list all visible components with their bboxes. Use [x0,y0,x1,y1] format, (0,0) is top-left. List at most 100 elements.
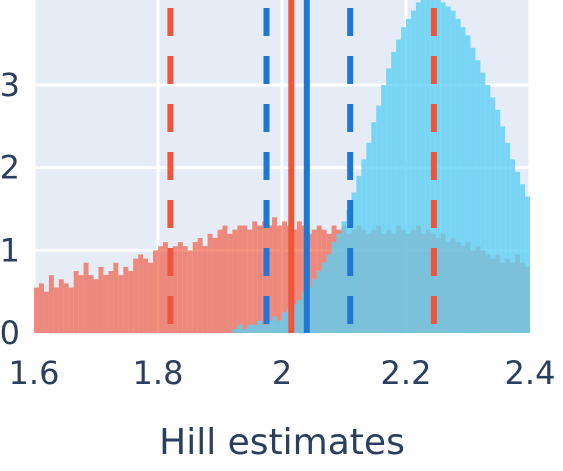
x-axis-title: Hill estimates [159,422,405,463]
histogram-bar [386,68,392,333]
histogram-bar [207,233,213,333]
histogram-bar [128,271,134,333]
histogram-bar [291,304,297,333]
histogram-bar [391,51,397,333]
histogram-bar [167,250,173,333]
histogram-bar [103,275,109,333]
histogram-bar [490,97,496,334]
x-tick-labels: 1.6 1.8 2 2.2 2.4 [9,354,556,392]
y-tick-labels: 0 1 2 3 [0,66,20,352]
x-tick-label: 2 [272,354,292,392]
histogram-bar [351,192,357,333]
histogram-bar [38,283,44,333]
histogram-bar [415,2,421,333]
histogram-bar [480,72,486,333]
histogram-bar [83,262,89,333]
histogram-bar [158,246,163,333]
histogram-bar [331,242,337,333]
histogram-bar [311,279,317,333]
histogram-bar [123,266,129,333]
histogram-bar [277,320,282,333]
histogram-bar [242,225,248,333]
histogram-bar [326,254,332,333]
histogram-bar [227,233,233,333]
histogram-bar [341,221,347,333]
histogram-bar [43,291,49,333]
histogram-bar [232,328,238,333]
histogram-bar [73,271,79,333]
histogram-bar [222,225,228,333]
histogram-bar [242,328,248,333]
histogram-bar [465,35,471,334]
histogram-bar [262,324,268,333]
histogram-bar [321,262,327,333]
histogram-bar [267,320,273,333]
x-tick-label: 2.2 [381,354,432,392]
histogram-bar [420,0,426,333]
histogram-bar [88,275,94,333]
histogram-bar [162,242,168,333]
histogram-bar [396,39,402,334]
histogram-bar [172,246,178,333]
histogram-bar [48,275,54,333]
histogram-bar [475,60,481,333]
y-tick-label: 1 [0,231,20,269]
histogram-bars [34,0,530,334]
y-tick-label: 2 [0,149,20,187]
histogram-bar [401,27,406,334]
y-tick-label: 0 [0,314,20,352]
histogram-bar [515,171,521,333]
histogram-bar [153,250,158,333]
x-tick-label: 1.8 [133,354,184,392]
histogram-bar [460,27,466,334]
histogram-bar [182,246,188,333]
histogram-bar [425,0,431,333]
histogram-bar [336,233,342,333]
histogram-bar [232,229,238,333]
histogram-bar [520,184,526,333]
histogram-bar [34,287,39,333]
histogram-bar [296,221,302,333]
histogram-bar [376,105,382,334]
histogram-bar [455,18,461,333]
histogram-bar [277,225,282,333]
histogram-bar [495,109,501,333]
histogram-bar [68,287,74,333]
histogram-bar [267,225,273,333]
histogram-bar [143,258,149,333]
histogram-bar [202,246,208,333]
histogram-bar [366,142,372,333]
histogram-bar [118,275,124,333]
histogram-bar [113,262,119,333]
histogram-bar [485,85,491,333]
histogram-bar [282,221,287,333]
histogram-bar [272,316,278,333]
histogram-bar [445,6,451,333]
histogram-bar [525,196,530,333]
histogram-bar [212,237,218,333]
histogram-bar [58,279,64,333]
histogram-bar [98,266,104,333]
x-tick-label: 1.6 [9,354,60,392]
histogram-bar [282,312,287,333]
histogram-bar [410,10,416,333]
histogram-bar [252,221,258,333]
histogram-bar [505,142,511,333]
histogram-bar [197,237,203,333]
histogram-bar [93,279,99,333]
histogram-bar [247,229,253,333]
histogram-bar [247,324,253,333]
histogram-bar [262,221,268,333]
histogram-bar [237,225,243,333]
histogram-bar [53,287,59,333]
histogram-bar [291,229,297,333]
histogram-bar [356,175,362,333]
histogram-bar [138,254,144,333]
histogram-bar [371,122,377,333]
y-tick-label: 3 [0,66,20,104]
histogram-bar [177,242,183,333]
histogram-bar [108,271,114,333]
histogram-bar [192,242,198,333]
histogram-bar [316,271,322,333]
